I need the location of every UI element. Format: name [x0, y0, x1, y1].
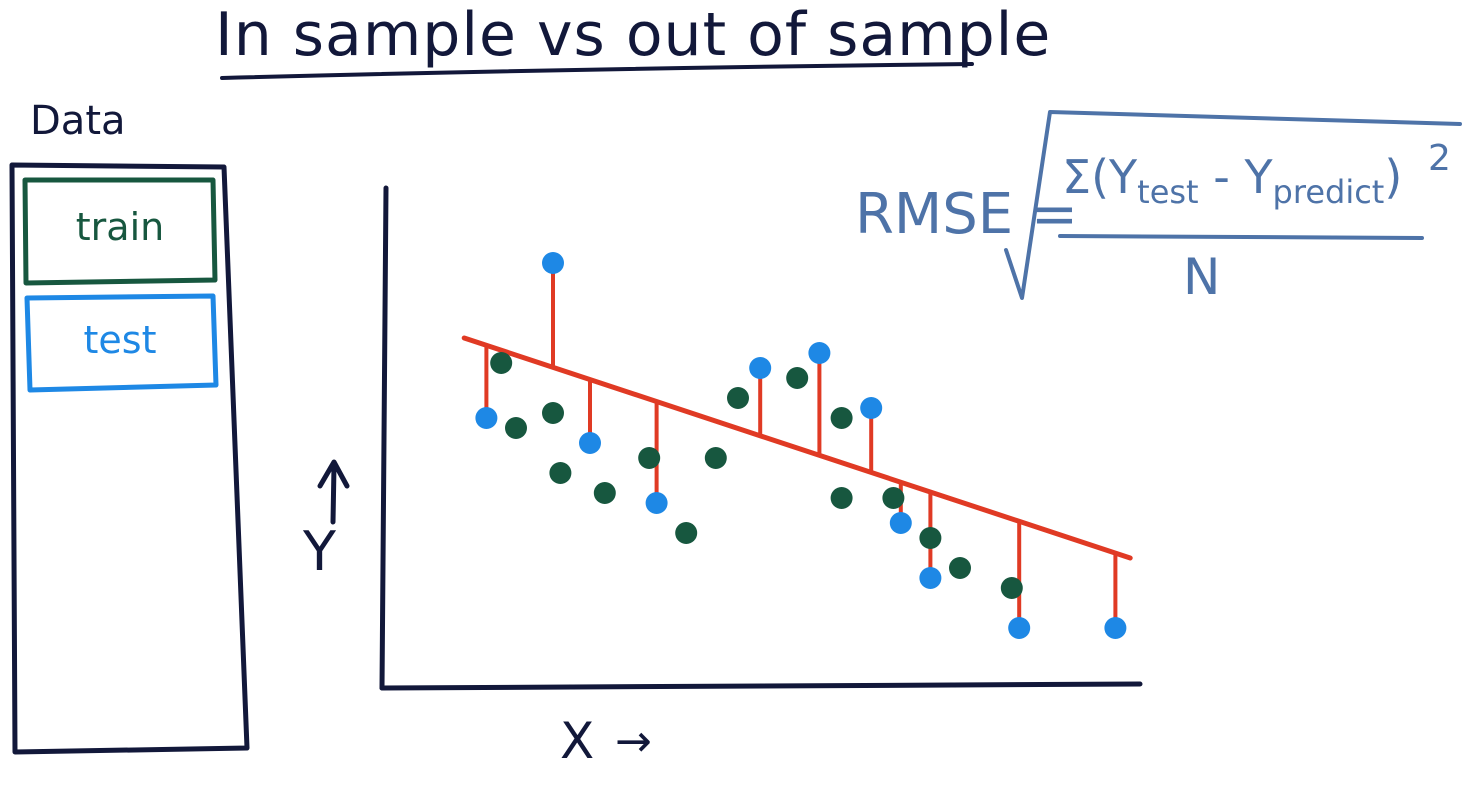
y-axis: [379, 185, 389, 691]
y-axis-label: Y: [303, 520, 336, 583]
x-axis: [379, 681, 1143, 691]
data-label: Data: [30, 98, 126, 144]
train-point: [505, 417, 527, 439]
train-box: [22, 177, 218, 286]
train-point: [638, 447, 661, 469]
y-test-subscript: test: [1137, 173, 1199, 212]
train-point: [490, 352, 513, 374]
test-point: [475, 407, 498, 429]
test-point: [579, 432, 601, 454]
train-point: [919, 527, 942, 549]
y-predict-symbol: Y: [1244, 150, 1273, 204]
x-axis-label: X: [560, 712, 595, 770]
fraction-bar: [1058, 234, 1424, 240]
test-point: [1008, 617, 1031, 639]
train-point: [542, 402, 564, 424]
test-box: [24, 293, 219, 393]
y-test-symbol: Y: [1109, 150, 1138, 204]
y-arrow-icon: [317, 459, 350, 525]
sqrt-sign: [1004, 110, 1462, 300]
test-point: [749, 357, 772, 379]
plot-area: [461, 252, 1133, 639]
y-predict-subscript: predict: [1272, 173, 1385, 212]
train-point: [727, 387, 749, 409]
minus-sign: -: [1198, 150, 1245, 204]
test-point: [1104, 617, 1127, 639]
train-point: [830, 487, 853, 509]
test-point: [542, 252, 564, 274]
test-point: [860, 397, 883, 419]
train-point: [830, 407, 853, 429]
title-underline: [220, 62, 974, 80]
rmse-label: RMSE =: [855, 182, 1078, 247]
train-point: [882, 487, 905, 509]
train-point: [675, 522, 698, 544]
regression-line: [461, 335, 1133, 561]
x-arrow-icon: →: [615, 716, 652, 767]
rmse-numerator: Σ(Ytest - Ypredict): [1062, 150, 1403, 212]
train-point: [949, 557, 971, 579]
sum-symbol: Σ: [1062, 150, 1092, 204]
data-panel-box: [9, 162, 250, 755]
test-point: [919, 567, 942, 589]
rmse-denominator: N: [1183, 248, 1221, 306]
train-point: [549, 462, 572, 484]
train-point: [704, 447, 727, 469]
train-point: [593, 482, 616, 504]
test-point: [889, 512, 912, 534]
train-point: [1000, 577, 1023, 599]
page-title: In sample vs out of sample: [215, 0, 1052, 70]
rmse-exponent: 2: [1428, 138, 1451, 179]
test-point: [808, 342, 831, 364]
train-label: train: [75, 205, 165, 249]
train-point: [786, 367, 809, 389]
test-point: [645, 492, 668, 514]
test-label: test: [83, 318, 157, 362]
